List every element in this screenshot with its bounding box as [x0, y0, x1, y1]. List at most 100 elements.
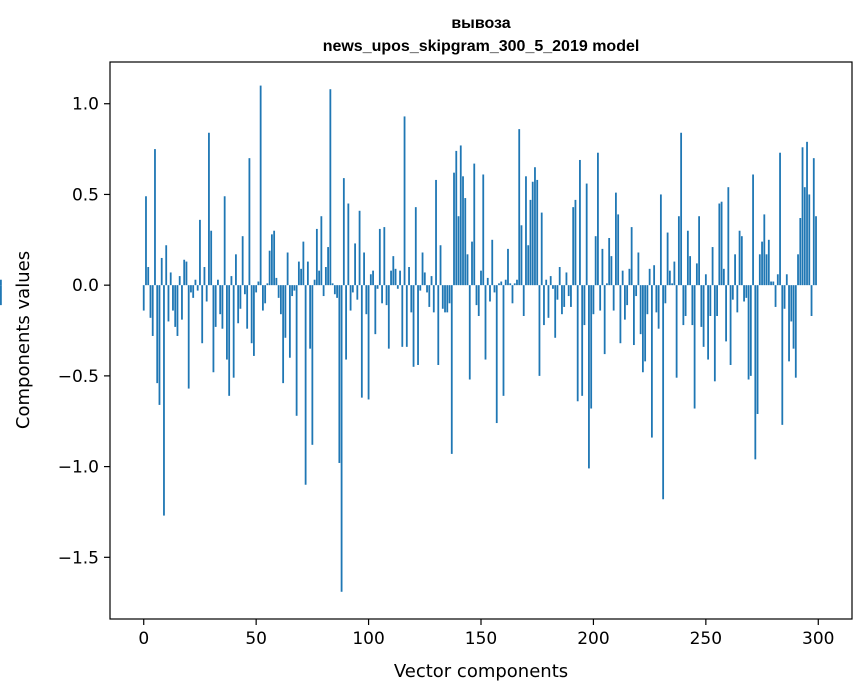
bar	[747, 285, 750, 380]
bar	[713, 285, 716, 382]
bar	[318, 270, 321, 286]
bar	[628, 268, 631, 286]
bar	[363, 252, 365, 286]
bar	[585, 183, 588, 286]
bar	[601, 248, 604, 286]
bar	[423, 272, 426, 286]
bar	[738, 230, 741, 286]
bar	[677, 216, 680, 286]
bar	[293, 285, 296, 291]
bar	[538, 285, 541, 376]
y-tick-label: 0.0	[72, 276, 99, 296]
bar	[208, 132, 210, 286]
bar	[381, 285, 383, 304]
bar	[160, 257, 163, 286]
bar	[626, 285, 629, 306]
x-tick-label: 100	[352, 629, 384, 649]
bar	[758, 254, 761, 286]
bar	[493, 285, 496, 293]
bar	[338, 285, 341, 463]
bar	[702, 285, 705, 347]
bar	[435, 179, 437, 286]
bar	[378, 228, 381, 286]
bar	[367, 285, 370, 400]
bar	[583, 285, 586, 326]
bar	[237, 285, 240, 324]
bar	[169, 272, 172, 286]
bar	[311, 285, 314, 445]
bar	[635, 285, 638, 297]
bar	[217, 279, 219, 286]
bar	[235, 254, 237, 286]
bar	[320, 216, 323, 286]
bar	[527, 245, 530, 286]
bar	[383, 227, 386, 286]
bar	[648, 268, 651, 286]
bar	[426, 285, 428, 293]
bar	[653, 265, 656, 286]
bar	[414, 207, 417, 286]
bar	[421, 252, 424, 286]
bar	[446, 285, 449, 313]
bar	[0, 285, 2, 306]
y-axis-label: Components values	[13, 251, 34, 429]
bar	[621, 270, 624, 286]
bar	[145, 196, 147, 286]
bar	[606, 283, 608, 286]
bar	[331, 283, 334, 286]
bar	[302, 241, 305, 286]
bar	[199, 219, 201, 286]
bar	[668, 270, 671, 286]
bar	[327, 247, 329, 286]
bar	[403, 116, 406, 286]
bar	[572, 207, 575, 286]
bar	[453, 172, 455, 286]
bar	[284, 285, 287, 338]
bar	[556, 285, 559, 300]
bar	[358, 210, 361, 286]
bar	[304, 285, 307, 485]
bar	[644, 285, 647, 362]
bar	[806, 141, 808, 286]
bar	[266, 283, 269, 286]
bar	[581, 285, 584, 396]
x-tick-label: 250	[690, 629, 722, 649]
bar	[275, 277, 278, 286]
bar	[480, 270, 482, 286]
bar	[349, 285, 352, 311]
bar	[158, 285, 161, 405]
bar	[486, 277, 489, 286]
bar	[736, 285, 739, 313]
bar	[774, 285, 777, 307]
bar	[691, 285, 694, 326]
bar	[720, 201, 723, 286]
bar	[662, 285, 665, 500]
bar	[549, 276, 552, 286]
x-axis-label: Vector components	[394, 661, 568, 682]
bar	[776, 274, 779, 286]
bar	[295, 285, 298, 416]
bar	[430, 276, 433, 286]
bar	[246, 285, 249, 329]
bar	[707, 285, 709, 360]
bar	[695, 263, 698, 286]
bar	[554, 285, 557, 338]
bar	[624, 285, 626, 320]
bar	[704, 274, 707, 286]
bar	[405, 285, 408, 347]
bar	[385, 285, 388, 306]
bar	[608, 237, 611, 286]
bar	[466, 254, 469, 286]
bar	[351, 285, 354, 293]
bar	[812, 158, 815, 286]
bar	[257, 281, 260, 286]
bar	[464, 198, 467, 286]
bar	[810, 285, 813, 316]
bar	[201, 285, 204, 344]
bar	[594, 236, 597, 286]
bar	[471, 241, 473, 286]
bar	[689, 256, 692, 286]
bar	[520, 225, 523, 286]
bar	[232, 285, 235, 378]
bar	[399, 270, 401, 286]
